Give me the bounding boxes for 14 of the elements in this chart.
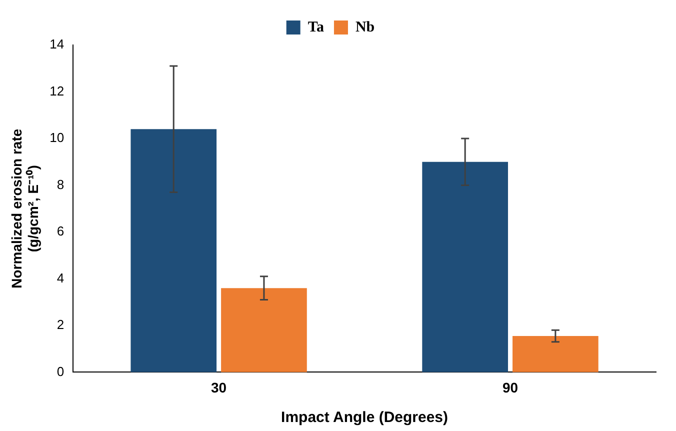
y-tick-label: 4 xyxy=(56,270,64,286)
x-tick-label: 90 xyxy=(502,379,518,396)
y-axis-title: Normalized erosion rate (g/gcm², E⁻¹⁰) xyxy=(8,128,42,288)
y-tick-label: 2 xyxy=(56,317,64,332)
y-tick-label: 12 xyxy=(50,83,64,98)
y-tick-label: 10 xyxy=(50,130,64,146)
legend-label: Nb xyxy=(355,19,375,36)
y-tick-label: 6 xyxy=(56,224,64,239)
x-tick-label: 30 xyxy=(211,379,227,396)
y-tick-label: 14 xyxy=(50,36,64,52)
y-tick-label: 0 xyxy=(56,364,64,379)
legend-label: Ta xyxy=(308,19,324,36)
x-axis-title: Impact Angle (Degrees) xyxy=(281,409,448,426)
y-tick-label: 8 xyxy=(56,176,64,192)
